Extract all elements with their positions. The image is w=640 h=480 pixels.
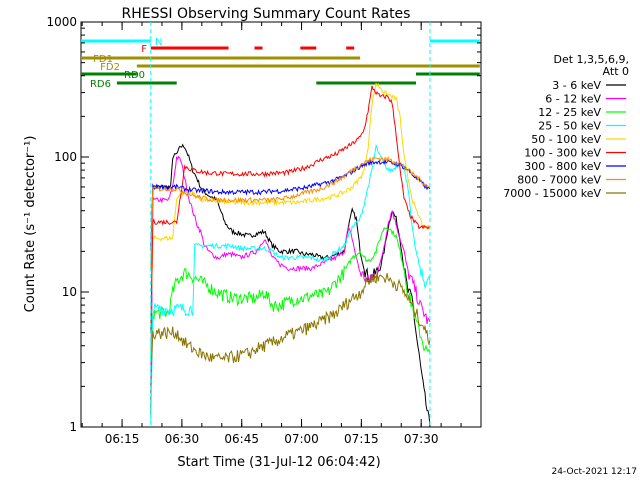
flag-label-n: N: [155, 37, 162, 48]
flag-label-rd0: RD0: [124, 70, 145, 81]
x-tick-label: 06:45: [224, 432, 259, 446]
series-line-5: [150, 85, 431, 333]
flag-rd0-segment-1: [415, 72, 480, 76]
flag-label-rd6: RD6: [90, 79, 111, 90]
legend-label: 12 - 25 keV: [538, 106, 601, 119]
flag-rd6-segment-1: [316, 81, 416, 85]
y-tick-label: 100: [54, 150, 77, 164]
flag-label-f: F: [141, 44, 147, 55]
series-line-8: [150, 271, 431, 385]
flag-fd1-segment-0: [81, 56, 361, 60]
legend-label: 3 - 6 keV: [552, 79, 601, 92]
flag-label-fd2: FD2: [100, 62, 120, 73]
flag-fd2-segment-0: [136, 64, 480, 68]
y-tick-label: 1000: [46, 15, 77, 29]
series-line-2: [150, 227, 431, 362]
legend-label: 300 - 800 keV: [524, 160, 601, 173]
legend-label: 100 - 300 keV: [524, 147, 601, 160]
legend-header: Att 0: [603, 65, 629, 78]
series-line-6: [150, 158, 431, 251]
flag-f-segment-2: [300, 46, 317, 50]
legend-label: 50 - 100 keV: [531, 133, 601, 146]
flag-rd6-segment-0: [116, 81, 177, 85]
axes: 1 10 100 1000 06:15 06:30 06:45 07:00 07:15 07:30: [46, 15, 481, 446]
flag-f-segment-1: [254, 46, 263, 50]
legend-header: Det 1,3,5,6,9,: [553, 53, 629, 66]
series-line-1: [150, 155, 431, 389]
y-axis-label: Count Rate (s⁻¹ detector⁻¹): [23, 136, 38, 313]
x-axis-label: Start Time (31-Jul-12 06:04:42): [177, 455, 380, 470]
chart-title: RHESSI Observing Summary Count Rates: [122, 6, 411, 22]
x-tick-label: 06:15: [105, 432, 140, 446]
series-line-4: [150, 82, 431, 335]
plot-area: [80, 21, 482, 428]
flag-rd0-segment-0: [81, 72, 137, 76]
y-tick-label: 1: [69, 420, 77, 434]
legend-label: 800 - 7000 keV: [517, 174, 601, 187]
x-tick-label: 06:30: [165, 432, 200, 446]
legend-label: 25 - 50 keV: [538, 120, 601, 133]
legend-label: 6 - 12 keV: [545, 93, 601, 106]
x-tick-label: 07:30: [404, 432, 439, 446]
x-tick-label: 07:00: [284, 432, 319, 446]
flag-n-segment-1: [429, 39, 480, 43]
flag-n-segment-0: [81, 39, 151, 43]
series-line-3: [150, 143, 431, 423]
x-tick-label: 07:15: [344, 432, 379, 446]
flag-f-segment-3: [346, 46, 355, 50]
series-line-0: [150, 143, 431, 428]
series-line-7: [150, 155, 431, 269]
legend-label: 7000 - 15000 keV: [503, 187, 601, 200]
series-lines: [150, 22, 431, 428]
flag-f-segment-0: [150, 46, 229, 50]
flag-label-fd1: FD1: [93, 54, 113, 65]
y-tick-label: 10: [62, 285, 77, 299]
timestamp: 24-Oct-2021 12:17: [552, 467, 637, 477]
